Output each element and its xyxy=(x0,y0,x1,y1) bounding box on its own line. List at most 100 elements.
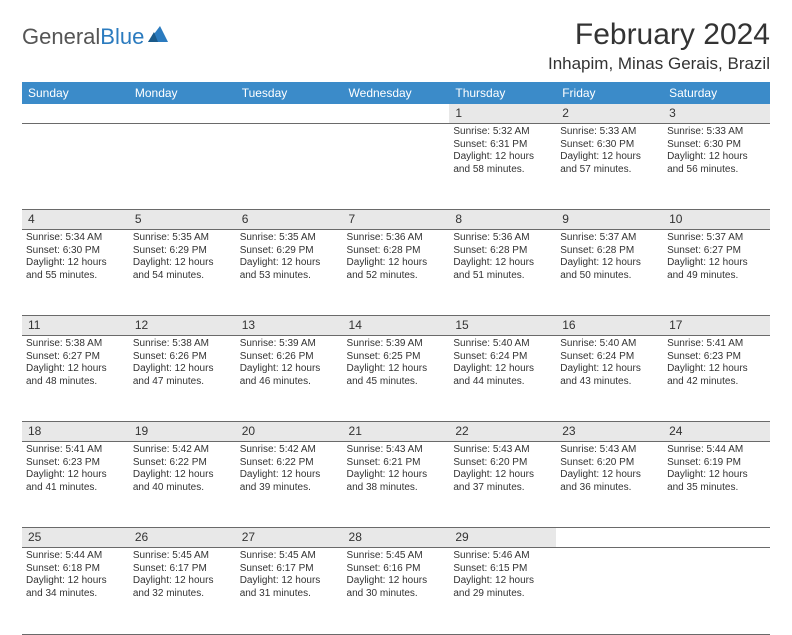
sunset-text: Sunset: 6:15 PM xyxy=(453,563,552,576)
sunset-text: Sunset: 6:16 PM xyxy=(347,563,446,576)
day-cell: Sunrise: 5:45 AMSunset: 6:16 PMDaylight:… xyxy=(343,548,450,634)
sunrise-text: Sunrise: 5:42 AM xyxy=(133,444,232,457)
sail-icon xyxy=(146,24,170,50)
sunrise-text: Sunrise: 5:43 AM xyxy=(560,444,659,457)
daylight-text: Daylight: 12 hours and 51 minutes. xyxy=(453,257,552,282)
daylight-text: Daylight: 12 hours and 29 minutes. xyxy=(453,575,552,600)
day-content-row: Sunrise: 5:34 AMSunset: 6:30 PMDaylight:… xyxy=(22,230,770,316)
day-number-cell: 24 xyxy=(663,422,770,442)
sunset-text: Sunset: 6:28 PM xyxy=(560,245,659,258)
calendar-table: SundayMondayTuesdayWednesdayThursdayFrid… xyxy=(22,82,770,634)
day-cell: Sunrise: 5:37 AMSunset: 6:27 PMDaylight:… xyxy=(663,230,770,316)
day-cell: Sunrise: 5:40 AMSunset: 6:24 PMDaylight:… xyxy=(556,336,663,422)
sunrise-text: Sunrise: 5:45 AM xyxy=(240,550,339,563)
daylight-text: Daylight: 12 hours and 45 minutes. xyxy=(347,363,446,388)
sunset-text: Sunset: 6:26 PM xyxy=(240,351,339,364)
day-cell: Sunrise: 5:40 AMSunset: 6:24 PMDaylight:… xyxy=(449,336,556,422)
daylight-text: Daylight: 12 hours and 49 minutes. xyxy=(667,257,766,282)
day-cell: Sunrise: 5:42 AMSunset: 6:22 PMDaylight:… xyxy=(236,442,343,528)
footer-rule xyxy=(22,634,770,635)
day-header: Thursday xyxy=(449,82,556,104)
day-number-cell xyxy=(343,104,450,124)
logo: GeneralBlue xyxy=(22,18,170,50)
day-number-cell: 21 xyxy=(343,422,450,442)
day-cell: Sunrise: 5:37 AMSunset: 6:28 PMDaylight:… xyxy=(556,230,663,316)
day-cell xyxy=(129,124,236,210)
sunrise-text: Sunrise: 5:43 AM xyxy=(453,444,552,457)
day-number-cell: 5 xyxy=(129,210,236,230)
daynum-row: 45678910 xyxy=(22,210,770,230)
sunrise-text: Sunrise: 5:41 AM xyxy=(26,444,125,457)
daylight-text: Daylight: 12 hours and 36 minutes. xyxy=(560,469,659,494)
day-number-cell: 18 xyxy=(22,422,129,442)
sunrise-text: Sunrise: 5:39 AM xyxy=(240,338,339,351)
day-cell: Sunrise: 5:39 AMSunset: 6:26 PMDaylight:… xyxy=(236,336,343,422)
day-header: Tuesday xyxy=(236,82,343,104)
day-number-cell: 15 xyxy=(449,316,556,336)
daylight-text: Daylight: 12 hours and 47 minutes. xyxy=(133,363,232,388)
sunrise-text: Sunrise: 5:45 AM xyxy=(133,550,232,563)
title-block: February 2024 Inhapim, Minas Gerais, Bra… xyxy=(548,18,770,74)
sunset-text: Sunset: 6:24 PM xyxy=(453,351,552,364)
location: Inhapim, Minas Gerais, Brazil xyxy=(548,54,770,74)
day-header: Sunday xyxy=(22,82,129,104)
daylight-text: Daylight: 12 hours and 37 minutes. xyxy=(453,469,552,494)
sunset-text: Sunset: 6:25 PM xyxy=(347,351,446,364)
daynum-row: 2526272829 xyxy=(22,528,770,548)
day-content-row: Sunrise: 5:32 AMSunset: 6:31 PMDaylight:… xyxy=(22,124,770,210)
day-cell: Sunrise: 5:45 AMSunset: 6:17 PMDaylight:… xyxy=(129,548,236,634)
daylight-text: Daylight: 12 hours and 55 minutes. xyxy=(26,257,125,282)
sunset-text: Sunset: 6:26 PM xyxy=(133,351,232,364)
day-number-cell xyxy=(22,104,129,124)
daynum-row: 18192021222324 xyxy=(22,422,770,442)
day-number-cell xyxy=(663,528,770,548)
daylight-text: Daylight: 12 hours and 56 minutes. xyxy=(667,151,766,176)
day-number-cell: 11 xyxy=(22,316,129,336)
sunrise-text: Sunrise: 5:32 AM xyxy=(453,126,552,139)
day-cell: Sunrise: 5:36 AMSunset: 6:28 PMDaylight:… xyxy=(343,230,450,316)
sunset-text: Sunset: 6:18 PM xyxy=(26,563,125,576)
sunrise-text: Sunrise: 5:37 AM xyxy=(560,232,659,245)
day-number-cell: 22 xyxy=(449,422,556,442)
day-cell: Sunrise: 5:42 AMSunset: 6:22 PMDaylight:… xyxy=(129,442,236,528)
sunset-text: Sunset: 6:28 PM xyxy=(453,245,552,258)
day-number-cell: 17 xyxy=(663,316,770,336)
day-number-cell xyxy=(129,104,236,124)
sunrise-text: Sunrise: 5:33 AM xyxy=(667,126,766,139)
day-cell: Sunrise: 5:38 AMSunset: 6:27 PMDaylight:… xyxy=(22,336,129,422)
day-cell: Sunrise: 5:36 AMSunset: 6:28 PMDaylight:… xyxy=(449,230,556,316)
day-number-cell: 6 xyxy=(236,210,343,230)
daynum-row: 123 xyxy=(22,104,770,124)
day-header: Saturday xyxy=(663,82,770,104)
sunset-text: Sunset: 6:30 PM xyxy=(560,139,659,152)
daylight-text: Daylight: 12 hours and 30 minutes. xyxy=(347,575,446,600)
daylight-text: Daylight: 12 hours and 52 minutes. xyxy=(347,257,446,282)
day-cell: Sunrise: 5:43 AMSunset: 6:20 PMDaylight:… xyxy=(449,442,556,528)
daylight-text: Daylight: 12 hours and 50 minutes. xyxy=(560,257,659,282)
day-number-cell xyxy=(236,104,343,124)
daylight-text: Daylight: 12 hours and 32 minutes. xyxy=(133,575,232,600)
day-number-cell: 19 xyxy=(129,422,236,442)
sunset-text: Sunset: 6:27 PM xyxy=(667,245,766,258)
sunrise-text: Sunrise: 5:37 AM xyxy=(667,232,766,245)
sunrise-text: Sunrise: 5:39 AM xyxy=(347,338,446,351)
daynum-row: 11121314151617 xyxy=(22,316,770,336)
day-number-cell: 12 xyxy=(129,316,236,336)
daylight-text: Daylight: 12 hours and 54 minutes. xyxy=(133,257,232,282)
day-number-cell: 13 xyxy=(236,316,343,336)
day-cell: Sunrise: 5:44 AMSunset: 6:18 PMDaylight:… xyxy=(22,548,129,634)
daylight-text: Daylight: 12 hours and 39 minutes. xyxy=(240,469,339,494)
sunrise-text: Sunrise: 5:36 AM xyxy=(453,232,552,245)
day-cell xyxy=(663,548,770,634)
sunrise-text: Sunrise: 5:35 AM xyxy=(240,232,339,245)
day-cell: Sunrise: 5:41 AMSunset: 6:23 PMDaylight:… xyxy=(22,442,129,528)
day-content-row: Sunrise: 5:41 AMSunset: 6:23 PMDaylight:… xyxy=(22,442,770,528)
sunset-text: Sunset: 6:19 PM xyxy=(667,457,766,470)
day-number-cell: 26 xyxy=(129,528,236,548)
daylight-text: Daylight: 12 hours and 53 minutes. xyxy=(240,257,339,282)
sunrise-text: Sunrise: 5:38 AM xyxy=(26,338,125,351)
sunset-text: Sunset: 6:20 PM xyxy=(453,457,552,470)
daylight-text: Daylight: 12 hours and 42 minutes. xyxy=(667,363,766,388)
day-cell: Sunrise: 5:44 AMSunset: 6:19 PMDaylight:… xyxy=(663,442,770,528)
day-cell: Sunrise: 5:33 AMSunset: 6:30 PMDaylight:… xyxy=(663,124,770,210)
